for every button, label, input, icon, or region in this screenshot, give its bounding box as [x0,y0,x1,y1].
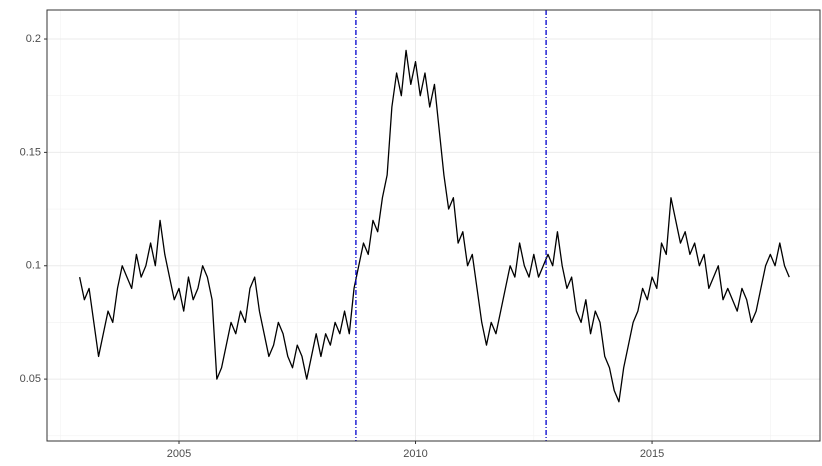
y-tick-label: 0.15 [20,146,41,158]
y-tick-label: 0.05 [20,373,41,385]
panel-border [46,9,821,442]
y-tick-label: 0.1 [26,260,41,272]
series-line [79,49,790,403]
x-tick-label: 2005 [167,448,191,460]
x-tick-label: 2010 [403,448,427,460]
y-tick-label: 0.2 [26,33,41,45]
x-tick-label: 2015 [640,448,664,460]
